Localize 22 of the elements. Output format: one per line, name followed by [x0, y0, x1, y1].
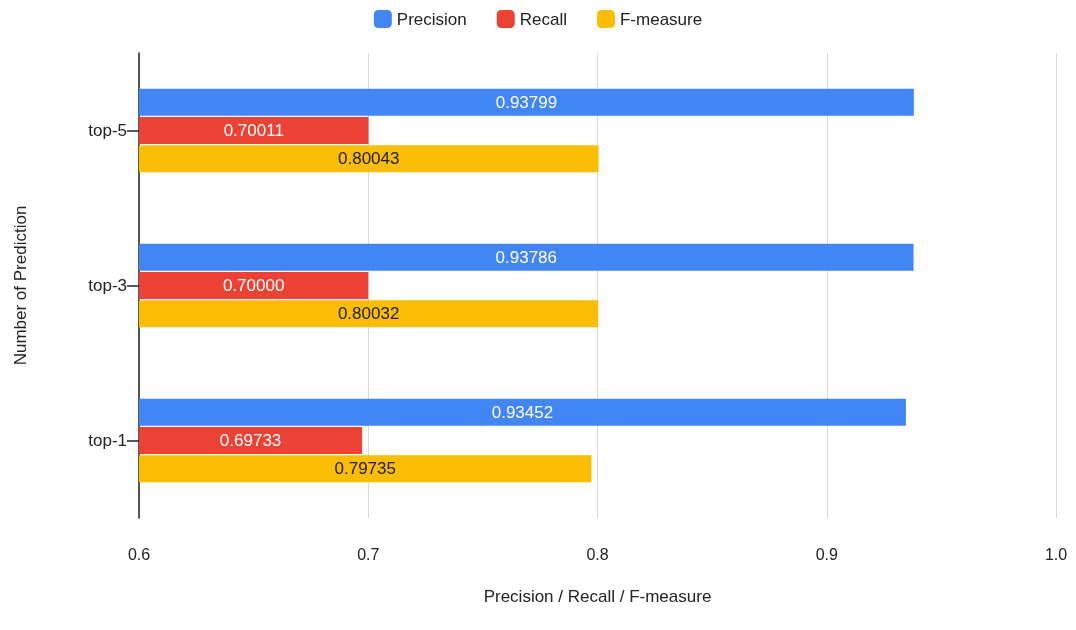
x-axis-title: Precision / Recall / F-measure	[483, 587, 712, 606]
x-tick-label: 1.0	[1044, 545, 1068, 563]
data-label: 0.93452	[491, 402, 554, 422]
legend-label: F-measure	[619, 9, 703, 29]
y-tick-label: top-5	[88, 121, 127, 140]
x-tick-label: 0.9	[815, 545, 838, 563]
data-label: 0.80043	[338, 149, 400, 169]
x-tick-label: 0.8	[586, 545, 609, 563]
data-label: 0.70000	[222, 276, 285, 295]
y-axis-title: Number of Prediction	[11, 205, 30, 366]
legend-label: Precision	[396, 9, 467, 29]
data-label: 0.79735	[334, 459, 396, 479]
data-label: 0.80032	[337, 304, 400, 324]
y-tick-label: top-1	[88, 431, 127, 450]
data-label: 0.93799	[495, 92, 558, 112]
data-label: 0.69733	[219, 431, 282, 450]
x-tick-label: 0.6	[127, 545, 151, 563]
x-tick-label: 0.7	[357, 545, 380, 563]
data-label: 0.93786	[495, 247, 557, 267]
legend-label: Recall	[519, 9, 567, 29]
y-tick-label: top-3	[88, 276, 127, 295]
data-label: 0.70011	[223, 121, 284, 140]
